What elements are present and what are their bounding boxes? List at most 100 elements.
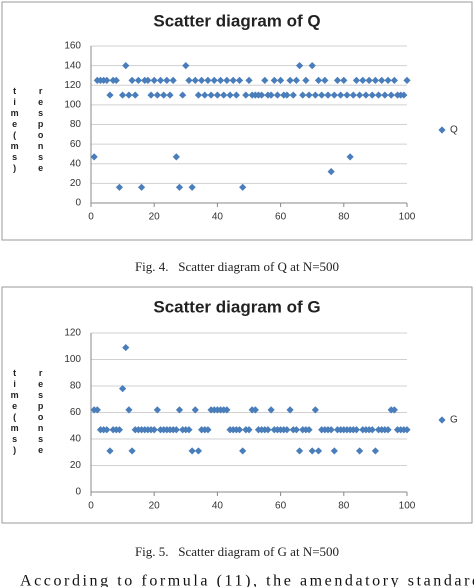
data-point [384, 76, 392, 84]
data-point [153, 406, 161, 414]
data-point [273, 91, 282, 99]
data-point [90, 153, 98, 161]
data-point [314, 76, 323, 84]
caption: Fig. 5. Scatter diagram of G at N=500 [135, 544, 339, 559]
data-point [318, 91, 326, 99]
data-point [119, 91, 127, 99]
data-point [337, 91, 345, 99]
data-point [242, 91, 250, 99]
data-point [295, 447, 304, 455]
x-tick-label: 40 [212, 501, 224, 512]
data-point [378, 76, 386, 84]
data-point [204, 426, 212, 434]
data-point [305, 91, 313, 99]
data-point [226, 91, 234, 99]
data-point [150, 426, 158, 434]
data-point [216, 76, 225, 84]
data-point [289, 91, 297, 99]
data-point [210, 76, 218, 84]
data-point [308, 447, 316, 455]
data-point [156, 76, 165, 84]
y-tick-label: 140 [64, 60, 81, 71]
data-point [403, 426, 411, 434]
data-point [359, 76, 367, 84]
y-tick-label: 160 [64, 41, 81, 52]
data-point [390, 76, 398, 84]
data-point [172, 153, 180, 161]
data-point [112, 76, 120, 84]
x-tick-label: 0 [88, 501, 94, 512]
data-point [103, 426, 111, 434]
data-point [220, 91, 228, 99]
y-tick-label: 120 [64, 80, 81, 91]
data-point [93, 406, 101, 414]
data-point [346, 153, 354, 161]
data-point [286, 76, 294, 84]
x-tick-label: 60 [275, 212, 287, 223]
y-tick-label: 0 [75, 198, 81, 209]
data-point [352, 76, 361, 84]
data-point [119, 385, 127, 393]
y-tick-label: 0 [75, 487, 81, 498]
data-point [356, 447, 364, 455]
y-tick-label: 60 [70, 407, 82, 418]
y-tick-label: 40 [70, 434, 82, 445]
data-point [125, 91, 133, 99]
x-tick-label: 60 [275, 501, 287, 512]
data-point [264, 426, 272, 434]
x-tick-label: 100 [399, 501, 416, 512]
data-point [169, 76, 177, 84]
data-point [308, 62, 316, 70]
y-tick-label: 120 [64, 328, 81, 339]
data-point [390, 406, 398, 414]
data-point [400, 91, 408, 99]
data-point [245, 426, 253, 434]
data-point [137, 183, 146, 191]
chart-frame [1, 1, 473, 241]
data-point [239, 183, 247, 191]
x-tick-label: 80 [338, 501, 350, 512]
y-axis-label: time(ms) [10, 86, 20, 174]
y-tick-label: 100 [64, 354, 81, 365]
data-point [333, 76, 342, 84]
data-point [365, 76, 373, 84]
data-point [305, 426, 313, 434]
data-point [235, 426, 244, 434]
data-point [207, 91, 215, 99]
data-point [343, 91, 351, 99]
data-point [163, 76, 171, 84]
data-point [115, 183, 124, 191]
data-point [311, 91, 319, 99]
y-axis-label: response [36, 86, 46, 174]
legend-label: Q [450, 125, 458, 136]
data-point [314, 447, 323, 455]
data-point [125, 406, 133, 414]
y-axis-label: response [36, 368, 46, 456]
data-point [188, 183, 196, 191]
data-point [122, 62, 130, 70]
data-point [194, 447, 203, 455]
data-point [362, 91, 370, 99]
data-point [106, 91, 114, 99]
data-point [270, 76, 278, 84]
data-point [352, 426, 361, 434]
data-point [122, 343, 130, 352]
data-point [103, 76, 111, 84]
data-point [324, 91, 332, 99]
data-point [194, 91, 203, 99]
data-point [384, 426, 392, 434]
data-point [153, 91, 161, 99]
data-point [213, 91, 221, 99]
y-tick-label: 20 [70, 178, 82, 189]
data-point [201, 91, 209, 99]
chart-title: Scatter diagram of G [153, 297, 320, 316]
data-point [327, 426, 335, 434]
data-point [172, 426, 180, 434]
data-point [292, 76, 300, 84]
x-tick-label: 20 [149, 212, 161, 223]
data-point [403, 76, 411, 84]
data-point [277, 76, 285, 84]
y-tick-label: 80 [70, 119, 82, 130]
x-tick-label: 0 [88, 212, 94, 223]
data-point [371, 447, 379, 455]
